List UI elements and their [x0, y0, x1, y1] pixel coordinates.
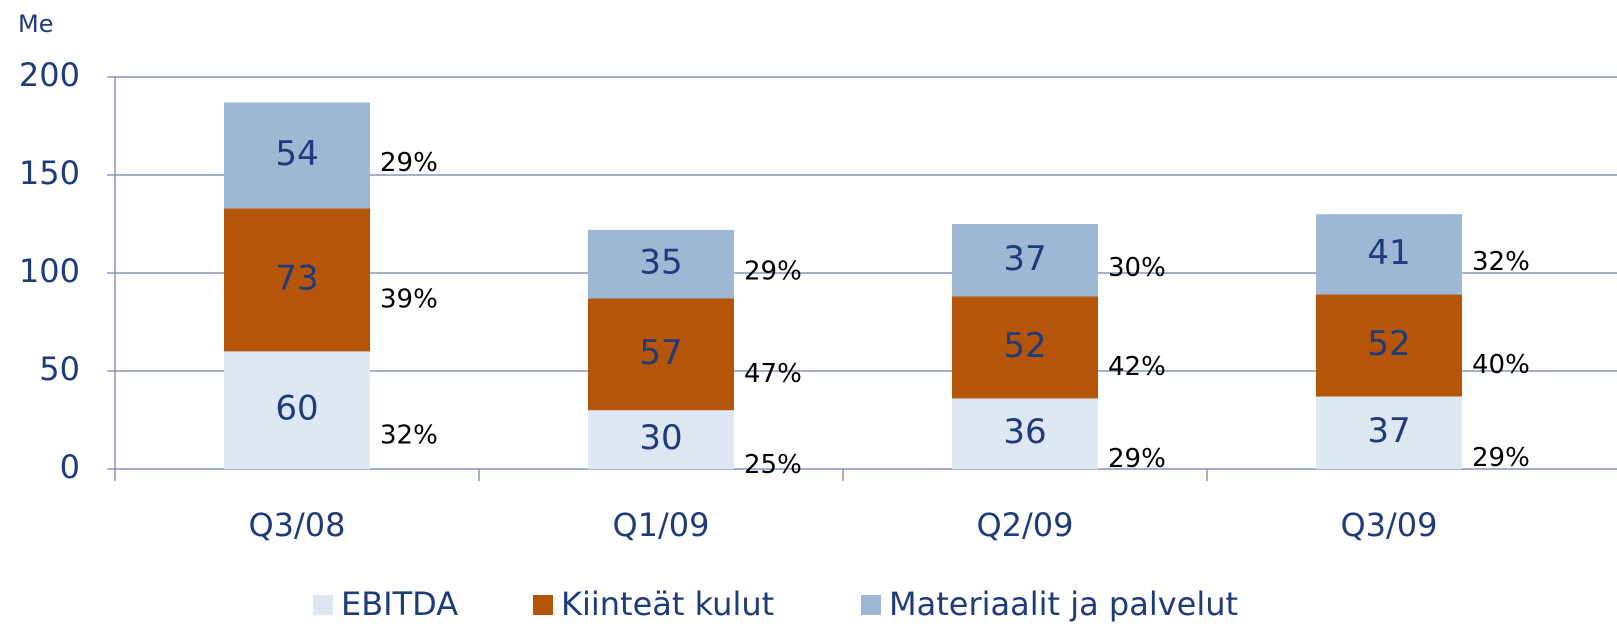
share-label: 32% [1472, 247, 1530, 277]
value-label: 52 [1367, 324, 1410, 364]
bar-segment [1316, 396, 1462, 469]
y-tick-label: 50 [39, 350, 80, 388]
share-label: 42% [1108, 352, 1166, 382]
share-label: 25% [744, 450, 802, 480]
legend-swatch [533, 595, 553, 615]
bar-segment [588, 298, 734, 411]
value-label: 73 [275, 258, 318, 298]
y-tick-label: 100 [19, 252, 80, 290]
y-tick-label: 150 [19, 154, 80, 192]
bar-segment [588, 229, 734, 299]
bar-segment [952, 296, 1098, 399]
bar-segment [952, 224, 1098, 297]
value-label: 60 [275, 389, 318, 429]
share-label: 32% [380, 421, 438, 451]
y-axis-label: Me [18, 10, 53, 38]
x-tick-label: Q3/08 [248, 506, 345, 544]
legend-label: EBITDA [341, 585, 458, 623]
value-label: 52 [1003, 326, 1046, 366]
value-label: 54 [275, 134, 318, 174]
bar-segment [952, 398, 1098, 469]
bar-segment [224, 208, 370, 352]
value-label: 41 [1367, 233, 1410, 273]
bar-segment [1316, 294, 1462, 397]
legend-swatch [861, 595, 881, 615]
share-label: 40% [1472, 350, 1530, 380]
value-label: 37 [1367, 411, 1410, 451]
legend-label: Materiaalit ja palvelut [889, 585, 1238, 623]
legend-swatch [313, 595, 333, 615]
y-tick-label: 200 [19, 56, 80, 94]
share-label: 29% [744, 257, 802, 287]
value-label: 37 [1003, 239, 1046, 279]
share-label: 29% [1108, 444, 1166, 474]
legend-label: Kiinteät kulut [561, 585, 774, 623]
share-label: 29% [1472, 443, 1530, 473]
value-label: 30 [639, 418, 682, 458]
share-label: 47% [744, 359, 802, 389]
x-tick-label: Q3/09 [1340, 506, 1437, 544]
bar-segment [224, 102, 370, 209]
value-label: 57 [639, 333, 682, 373]
value-label: 36 [1003, 412, 1046, 452]
y-tick-label: 0 [60, 448, 80, 486]
bar-segment [224, 351, 370, 469]
bar-segment [588, 410, 734, 469]
x-tick-label: Q1/09 [612, 506, 709, 544]
value-label: 35 [639, 243, 682, 283]
bar-segment [1316, 214, 1462, 295]
share-label: 29% [380, 148, 438, 178]
share-label: 39% [380, 284, 438, 314]
x-tick-label: Q2/09 [976, 506, 1073, 544]
share-label: 30% [1108, 253, 1166, 283]
